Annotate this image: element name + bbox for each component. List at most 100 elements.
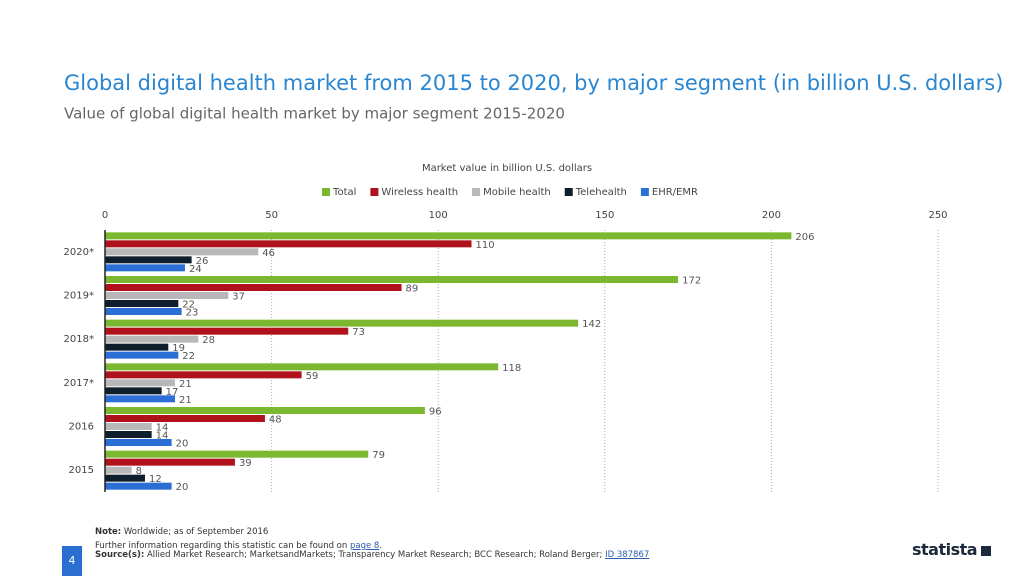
y-tick-label: 2018* — [64, 334, 94, 345]
bar — [105, 458, 235, 466]
data-label: 26 — [196, 256, 209, 267]
x-tick-label: 50 — [265, 210, 278, 221]
bar — [105, 387, 162, 395]
bar — [105, 248, 259, 256]
data-label: 110 — [476, 240, 495, 251]
data-label: 28 — [202, 335, 215, 346]
legend-item: Total — [322, 187, 356, 198]
legend-label: Mobile health — [483, 187, 551, 198]
bar — [105, 482, 172, 490]
data-label: 20 — [176, 482, 189, 493]
data-label: 14 — [156, 423, 169, 434]
bar — [105, 276, 679, 283]
note: Worldwide; as of September 2016 — [123, 527, 269, 537]
bar — [105, 450, 369, 458]
data-label: 21 — [179, 395, 192, 406]
legend-swatch — [322, 188, 331, 196]
further-link[interactable]: page 8 — [349, 541, 380, 551]
bar — [105, 431, 152, 438]
further-end: . — [379, 541, 383, 551]
data-label: 22 — [182, 300, 195, 311]
y-tick-label: 2016 — [69, 422, 94, 433]
data-label: 46 — [262, 248, 275, 259]
data-label: 89 — [406, 284, 419, 295]
legend: Total Wireless health Mobile health Telehea… — [322, 187, 698, 198]
bar — [105, 363, 499, 371]
data-label: 73 — [352, 327, 365, 338]
legend-swatch — [640, 188, 649, 196]
y-tick-label: 2019* — [64, 291, 94, 302]
source-line: Source(s): Allied Market Research; Marke… — [95, 549, 649, 561]
note-line: Note: Worldwide; as of September 2016 — [95, 526, 649, 538]
footer: Note: Worldwide; as of September 2016 Fu… — [95, 526, 649, 561]
legend-swatch — [370, 188, 379, 196]
bar — [105, 264, 185, 272]
y-tick-label: 2017* — [64, 378, 94, 389]
logo-icon — [981, 546, 992, 556]
legend-item: Wireless health — [370, 187, 458, 198]
data-label: 79 — [372, 450, 385, 461]
bar — [105, 395, 175, 403]
data-label: 20 — [176, 439, 189, 450]
bar — [105, 292, 229, 299]
bar — [105, 256, 192, 264]
x-tick-label: 200 — [762, 210, 781, 221]
legend-swatch — [564, 188, 573, 196]
bar — [105, 351, 179, 359]
legend-item: Mobile health — [472, 187, 551, 198]
bar — [105, 415, 265, 422]
logo-text: statista — [912, 540, 978, 559]
data-label: 8 — [136, 466, 142, 477]
data-label: 24 — [189, 264, 202, 275]
note-label: Note: — [95, 527, 122, 537]
x-tick-label: 150 — [595, 210, 614, 221]
bar — [105, 371, 302, 379]
y-tick-label: 2015 — [69, 465, 94, 476]
bar — [105, 466, 132, 474]
chart: Global digital health market from 2015 t… — [64, 71, 1004, 493]
data-label: 19 — [172, 343, 185, 354]
logo: statista — [912, 540, 992, 559]
legend-swatch — [472, 188, 481, 196]
data-label: 206 — [795, 232, 814, 243]
axis-title: Market value in billion U.S. dollars — [422, 163, 592, 174]
sources: Allied Market Research; MarketsandMarket… — [146, 550, 603, 560]
bar — [105, 327, 349, 335]
data-label: 48 — [269, 415, 282, 426]
legend-label: Wireless health — [381, 187, 458, 198]
data-label: 96 — [429, 407, 442, 418]
bar — [105, 300, 179, 307]
further-line: Further information regarding this stati… — [95, 540, 649, 552]
bar — [105, 343, 169, 351]
chart-title: Global digital health market from 2015 t… — [64, 71, 1003, 95]
data-label: 21 — [179, 379, 192, 390]
further-info: Further information regarding this stati… — [95, 541, 348, 551]
bar — [105, 232, 792, 240]
data-label: 172 — [682, 276, 701, 287]
source-link[interactable]: ID 387867 — [605, 550, 650, 560]
data-label: 39 — [239, 458, 252, 469]
chart-subtitle: Value of global digital health market by… — [64, 105, 565, 123]
data-label: 23 — [186, 308, 199, 319]
bar — [105, 423, 152, 430]
bar — [105, 284, 402, 291]
bar — [105, 407, 425, 414]
legend-label: Telehealth — [575, 187, 627, 198]
x-tick-label: 0 — [102, 210, 108, 221]
data-label: 118 — [502, 363, 521, 374]
bar — [105, 319, 579, 327]
legend-label: EHR/EMR — [652, 187, 698, 198]
data-label: 12 — [149, 474, 162, 485]
bar — [105, 474, 145, 482]
data-label: 14 — [156, 431, 169, 442]
x-tick-label: 100 — [429, 210, 448, 221]
data-label: 17 — [166, 387, 179, 398]
data-label: 22 — [182, 351, 195, 362]
y-tick-label: 2020* — [64, 247, 94, 258]
bar — [105, 335, 199, 343]
bar — [105, 308, 182, 315]
legend-item: EHR/EMR — [640, 187, 698, 198]
data-label: 59 — [306, 371, 319, 382]
page-number: 4 — [62, 546, 82, 576]
